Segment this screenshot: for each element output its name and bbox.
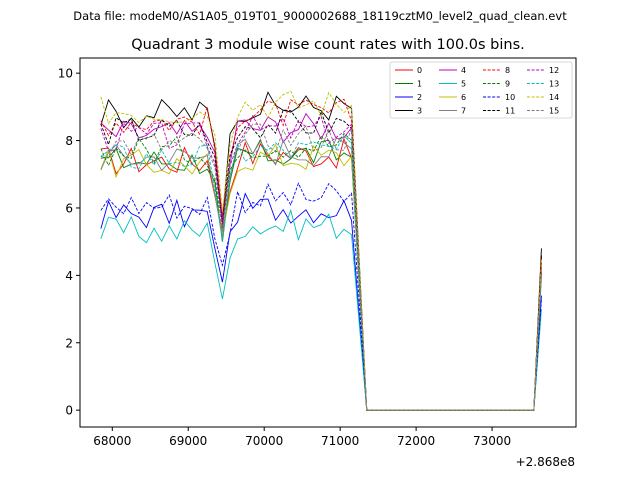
legend-label-1: 1: [417, 80, 422, 89]
figure-suptitle: Data file: modeM0/AS1A05_019T01_90000026…: [73, 9, 567, 23]
legend-frame: [389, 61, 573, 119]
x-offset-label: +2.868e8: [516, 455, 575, 469]
legend-label-8: 8: [505, 66, 510, 75]
x-tick-label: 69000: [169, 434, 207, 448]
y-tick-label: 10: [58, 67, 73, 81]
y-tick-label: 8: [65, 134, 73, 148]
x-tick-label: 71000: [321, 434, 359, 448]
legend-label-0: 0: [417, 66, 422, 75]
series-line-14: [100, 90, 542, 411]
plot-frame: [79, 57, 577, 428]
x-tick-label: 72000: [397, 434, 435, 448]
legend-label-5: 5: [461, 80, 466, 89]
legend-label-15: 15: [549, 107, 559, 116]
x-tick-label: 68000: [93, 434, 131, 448]
chart-title: Quadrant 3 module wise count rates with …: [131, 37, 525, 53]
y-axis: 0 2 4 6 8 10: [58, 67, 80, 418]
series-line-15: [100, 123, 542, 411]
x-tick-label: 70000: [245, 434, 283, 448]
legend-label-10: 10: [505, 93, 515, 102]
legend-label-9: 9: [505, 80, 510, 89]
y-tick-label: 0: [65, 404, 73, 418]
legend-label-4: 4: [461, 66, 466, 75]
legend-label-6: 6: [461, 93, 466, 102]
series-layer: [100, 90, 542, 411]
legend-label-11: 11: [505, 107, 515, 116]
legend-label-12: 12: [549, 66, 559, 75]
legend-label-2: 2: [417, 93, 422, 102]
legend-label-13: 13: [549, 80, 559, 89]
legend-label-7: 7: [461, 107, 466, 116]
x-axis: 68000 69000 70000 71000 72000 73000: [93, 427, 511, 448]
y-tick-label: 4: [65, 269, 73, 283]
legend-label-3: 3: [417, 107, 422, 116]
y-tick-label: 2: [65, 336, 73, 350]
x-tick-label: 73000: [473, 434, 511, 448]
y-tick-label: 6: [65, 201, 73, 215]
legend-label-14: 14: [549, 93, 559, 102]
series-line-9: [100, 132, 542, 411]
